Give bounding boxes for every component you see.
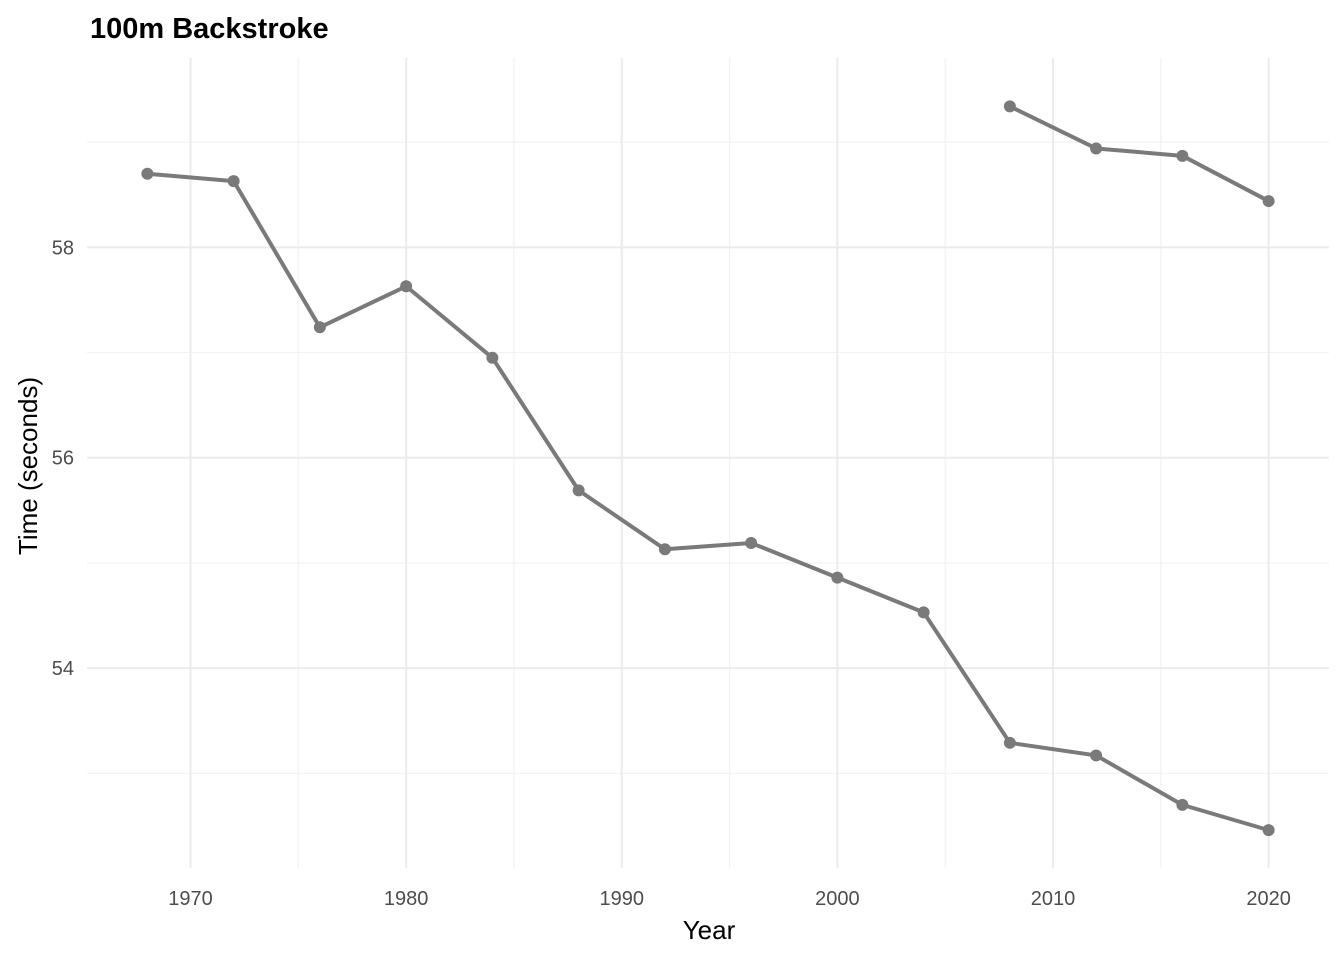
x-tick-label: 1990 xyxy=(600,888,645,910)
x-axis-title: Year xyxy=(683,915,736,945)
data-point xyxy=(1090,142,1103,155)
data-point xyxy=(1262,824,1275,837)
data-point xyxy=(313,321,326,334)
y-tick-label: 54 xyxy=(52,658,74,680)
data-point xyxy=(141,167,154,180)
y-tick-label: 58 xyxy=(52,237,74,259)
data-point xyxy=(227,175,240,188)
x-tick-label: 1980 xyxy=(384,888,429,910)
data-point xyxy=(917,606,930,619)
data-point xyxy=(486,351,499,364)
data-point xyxy=(745,536,758,549)
series-line-1 xyxy=(145,171,1271,833)
y-tick-label: 56 xyxy=(52,448,74,470)
x-axis-tick-labels: 1970 1980 1990 2000 2010 2020 xyxy=(168,888,1291,910)
x-tick-label: 1970 xyxy=(168,888,213,910)
chart-title: 100m Backstroke xyxy=(90,13,329,45)
data-point xyxy=(1176,149,1189,162)
data-point xyxy=(658,543,671,556)
grid xyxy=(87,58,1329,868)
data-point xyxy=(1003,736,1016,749)
data-point xyxy=(831,571,844,584)
x-tick-label: 2020 xyxy=(1246,888,1291,910)
y-axis-title: Time (seconds) xyxy=(13,377,43,555)
data-point xyxy=(572,484,585,497)
data-point xyxy=(1176,798,1189,811)
data-point xyxy=(1003,100,1016,113)
series-line-2 xyxy=(1007,104,1271,204)
y-axis-tick-labels: 54 56 58 xyxy=(52,237,74,680)
series-group xyxy=(141,100,1275,837)
data-point xyxy=(1262,195,1275,208)
data-point xyxy=(400,280,413,293)
x-tick-label: 2000 xyxy=(815,888,860,910)
data-point xyxy=(1090,749,1103,762)
x-tick-label: 2010 xyxy=(1031,888,1076,910)
